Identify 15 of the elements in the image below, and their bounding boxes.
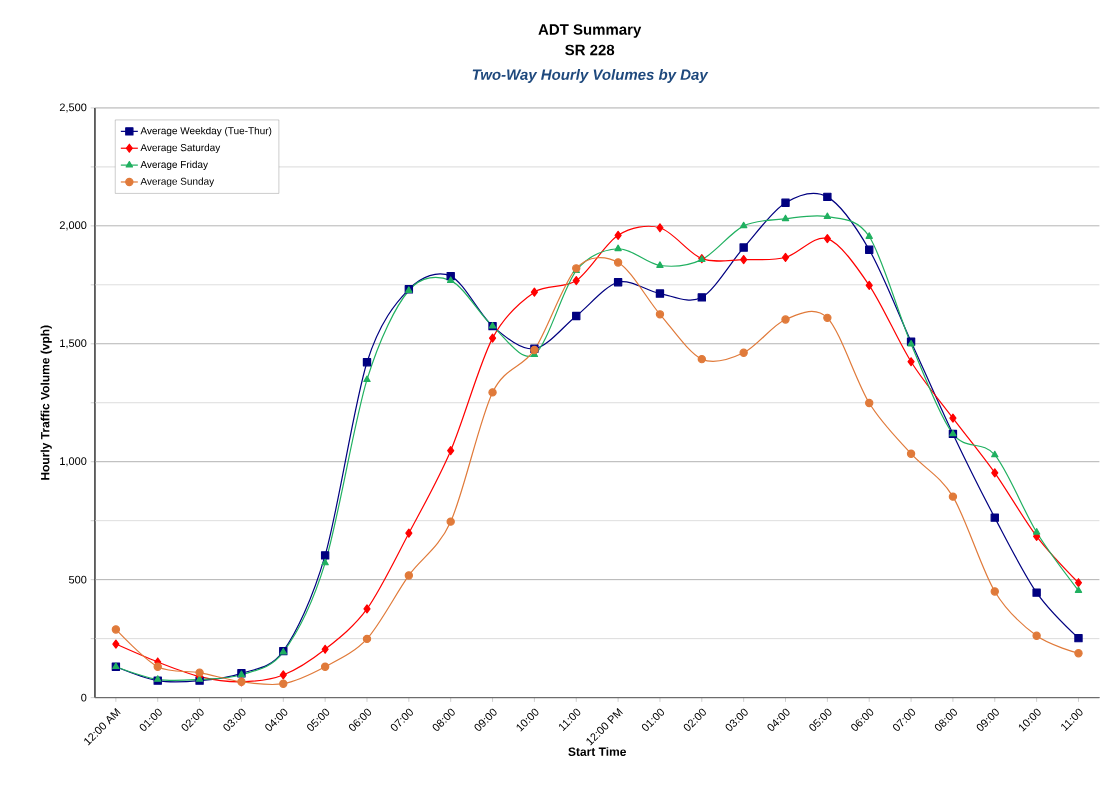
- y-tick-label: 2,000: [59, 221, 87, 231]
- y-tick-label: 1,500: [60, 339, 87, 349]
- chart-subtitle: SR 228: [565, 44, 615, 56]
- legend-label: Average Sunday: [140, 177, 215, 188]
- text: Two-Way Hourly Volumes by Day: [472, 69, 709, 84]
- legend-label: Average Weekday (Tue-Thur): [140, 127, 272, 137]
- y-tick-label: 500: [68, 576, 87, 584]
- y-tick-label: 0: [81, 693, 87, 702]
- chart-title: ADT Summary: [538, 24, 642, 38]
- y-tick-label: 1,000: [60, 457, 87, 467]
- y-tick-label: 2,500: [59, 103, 87, 113]
- legend-label: Average Friday: [140, 160, 208, 171]
- legend-label: Average Saturday: [140, 144, 221, 154]
- y-axis-title: Hourly Traffic Volume (vph): [40, 325, 52, 481]
- x-axis-title: Start Time: [568, 747, 626, 757]
